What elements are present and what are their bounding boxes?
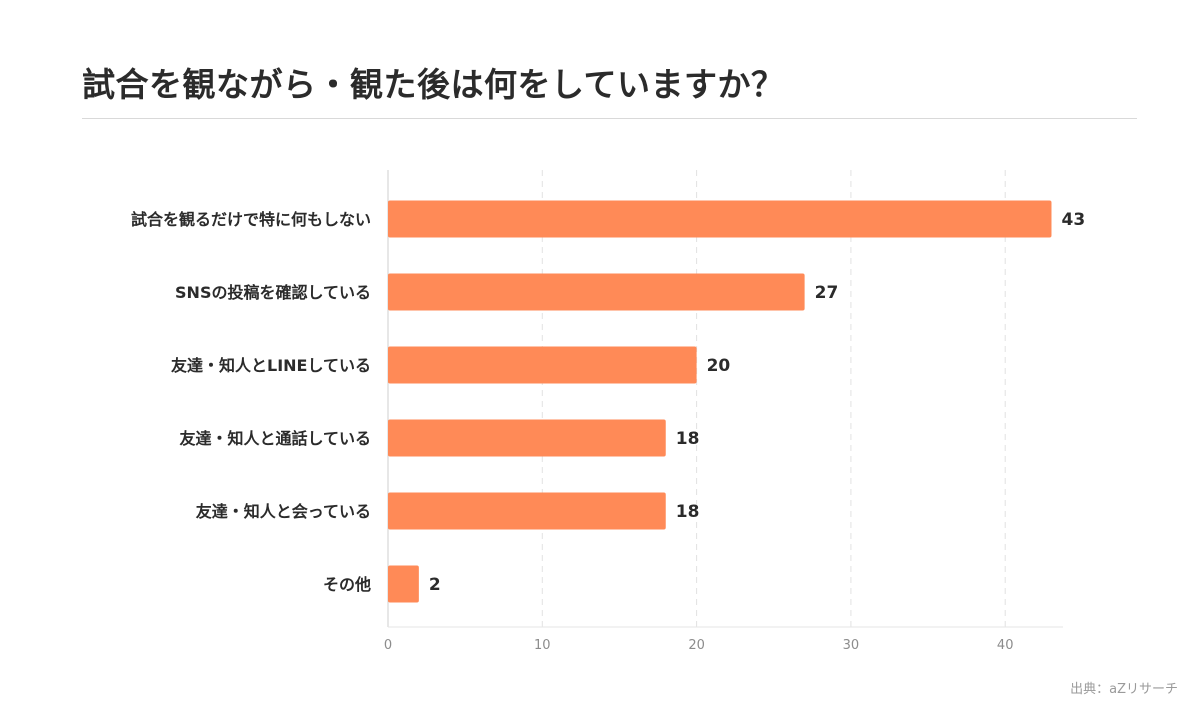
bar <box>388 346 697 384</box>
category-label: その他 <box>323 575 371 594</box>
bar <box>388 565 419 603</box>
category-label: 友達・知人と通話している <box>179 429 371 448</box>
value-label: 20 <box>707 356 731 376</box>
category-label: SNSの投稿を確認している <box>175 283 371 302</box>
bars <box>388 200 1052 603</box>
category-label: 友達・知人と会っている <box>196 502 371 521</box>
bar <box>388 200 1052 238</box>
value-label: 18 <box>676 429 700 449</box>
x-axis-ticks: 0 10 20 30 40 <box>384 638 1014 653</box>
x-tick-label: 30 <box>843 638 860 653</box>
value-label: 43 <box>1061 210 1085 230</box>
value-labels: 43 27 20 18 18 2 <box>429 210 1085 595</box>
bar <box>388 273 805 311</box>
source-credit: 出典：aZリサーチ <box>1070 682 1178 697</box>
chart-title: 試合を観ながら・観た後は何をしていますか？ <box>82 65 785 104</box>
bar <box>388 419 666 457</box>
title-divider <box>82 118 1137 119</box>
category-label: 友達・知人とLINEしている <box>171 356 371 375</box>
x-tick-label: 0 <box>384 638 392 653</box>
value-label: 18 <box>676 502 700 522</box>
value-label: 27 <box>815 283 839 303</box>
category-labels: 試合を観るだけで特に何もしない SNSの投稿を確認している友達・知人とLINEして… <box>131 210 371 594</box>
x-tick-label: 40 <box>997 638 1014 653</box>
x-tick-label: 20 <box>688 638 705 653</box>
grid-lines <box>387 170 1063 628</box>
category-label: 試合を観るだけで特に何もしない <box>131 210 371 229</box>
x-tick-label: 10 <box>534 638 551 653</box>
bar <box>388 492 666 530</box>
value-label: 2 <box>429 575 441 595</box>
